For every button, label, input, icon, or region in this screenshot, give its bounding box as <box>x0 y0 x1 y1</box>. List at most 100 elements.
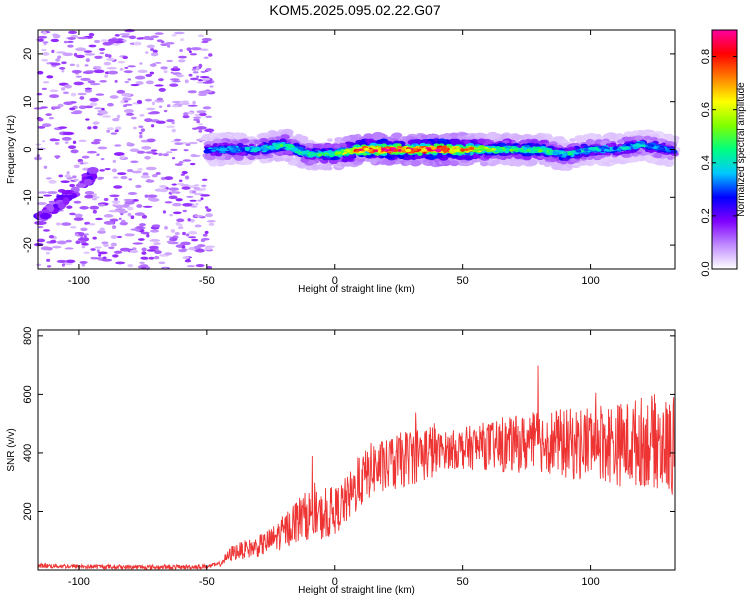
heatmap-cell <box>75 183 87 188</box>
heatmap-cell <box>114 208 126 211</box>
heatmap-cell <box>106 127 114 131</box>
heatmap-cell <box>56 51 67 54</box>
heatmap-cell <box>37 225 44 229</box>
heatmap-cell <box>394 133 402 138</box>
heatmap-cell <box>62 197 70 206</box>
heatmap-cell <box>121 92 132 97</box>
heatmap-cell <box>372 131 384 139</box>
heatmap-cell <box>151 224 161 228</box>
heatmap-cell <box>362 152 368 156</box>
heatmap-cell <box>123 198 135 202</box>
heatmap-cell <box>146 233 150 238</box>
heatmap-cell <box>118 210 128 214</box>
heatmap-cell <box>196 75 200 78</box>
heatmap-cell <box>429 154 438 160</box>
heatmap-cell <box>201 90 213 93</box>
heatmap-cell <box>48 179 57 184</box>
heatmap-cell <box>127 264 134 268</box>
heatmap-cell <box>139 114 145 117</box>
heatmap-cell <box>182 231 186 236</box>
heatmap-cell <box>37 70 44 75</box>
heatmap-cell <box>138 82 144 85</box>
heatmap-cell <box>124 233 135 237</box>
heatmap-cell <box>55 58 61 62</box>
heatmap-cell <box>106 66 117 70</box>
heatmap-cell <box>120 100 125 104</box>
heatmap-cell <box>166 59 174 63</box>
heatmap-cell <box>127 78 132 81</box>
heatmap-cell <box>126 142 132 145</box>
heatmap-cell <box>397 149 402 152</box>
heatmap-cell <box>296 135 309 143</box>
heatmap-cell <box>125 200 131 203</box>
heatmap-cell <box>101 115 112 118</box>
heatmap-cell <box>588 140 596 145</box>
heatmap-cell <box>194 245 201 250</box>
heatmap-cell <box>131 170 142 174</box>
heatmap-cell <box>61 222 72 226</box>
heatmap-cell <box>84 89 93 93</box>
heatmap-cell <box>189 77 199 81</box>
heatmap-cell <box>73 178 80 181</box>
heatmap-cell <box>644 135 652 140</box>
heatmap-cell <box>58 174 64 178</box>
heatmap-cell <box>136 150 146 154</box>
heatmap-cell <box>145 73 153 77</box>
heatmap-cell <box>116 235 122 239</box>
heatmap-cell <box>60 180 70 184</box>
heatmap-cell <box>165 235 171 238</box>
heatmap-cell <box>141 251 147 255</box>
heatmap-cell <box>119 33 131 36</box>
heatmap-cell <box>595 133 602 138</box>
heatmap-cell <box>202 106 212 110</box>
heatmap-cell <box>616 139 625 144</box>
heatmap-cell <box>137 238 145 241</box>
heatmap-cell <box>176 74 184 78</box>
heatmap-cell <box>194 215 204 218</box>
heatmap-cell <box>112 159 116 163</box>
heatmap-cell <box>92 196 100 199</box>
heatmap-cell <box>194 224 202 228</box>
heatmap-cell <box>112 176 119 179</box>
heatmap-cell <box>197 199 202 202</box>
heatmap-cell <box>58 126 68 129</box>
heatmap-cell <box>111 225 117 229</box>
heatmap-cell <box>188 230 198 235</box>
heatmap-cell <box>247 155 256 161</box>
heatmap-cell <box>42 81 50 84</box>
heatmap-cell <box>85 118 90 121</box>
heatmap-cell <box>111 168 117 173</box>
heatmap-cell <box>93 69 105 74</box>
heatmap-cell <box>103 243 110 247</box>
heatmap-cell <box>77 92 87 96</box>
heatmap-cell <box>81 155 90 159</box>
heatmap-cell <box>189 218 195 223</box>
heatmap-cell <box>37 125 46 129</box>
heatmap-cell <box>149 239 161 242</box>
heatmap-cell <box>195 264 205 268</box>
heatmap-cell <box>49 94 60 99</box>
heatmap-cell <box>85 58 91 63</box>
heatmap-cell <box>98 203 106 207</box>
heatmap-cell <box>182 256 190 260</box>
heatmap-cell <box>186 47 192 52</box>
heatmap-cell <box>149 63 157 67</box>
heatmap-cell <box>79 96 85 100</box>
heatmap-cell <box>144 98 153 102</box>
heatmap-cell <box>149 197 160 202</box>
heatmap-cell <box>51 245 62 249</box>
heatmap-cell <box>88 32 95 37</box>
heatmap-cell <box>132 242 144 245</box>
heatmap-cell <box>36 202 47 206</box>
heatmap-cell <box>150 47 155 52</box>
heatmap-cell <box>189 189 193 194</box>
heatmap-cell <box>101 258 113 262</box>
heatmap-cell <box>48 235 55 239</box>
heatmap-cell <box>69 63 76 66</box>
heatmap-cell <box>389 153 396 158</box>
heatmap-cell <box>64 84 71 88</box>
heatmap-cell <box>160 40 165 44</box>
heatmap-cell <box>92 236 97 240</box>
heatmap-cell <box>114 33 120 37</box>
heatmap-cell <box>92 197 97 201</box>
